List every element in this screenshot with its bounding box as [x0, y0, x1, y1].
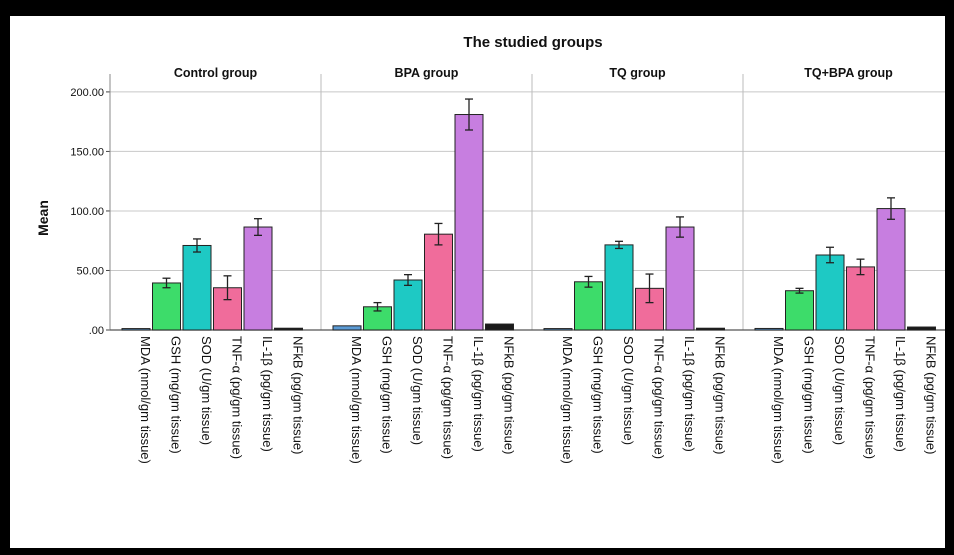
- bar: [696, 327, 725, 331]
- y-tick-label: 100.00: [70, 206, 104, 218]
- bar-chart: The studied groups Mean .00 50.00 100.00 15…: [35, 34, 945, 464]
- bar: [846, 266, 875, 331]
- x-category-label: MDA (nmol/gm tissue): [349, 336, 364, 464]
- x-category-label: TNF-α (pg/gm tissue): [652, 336, 667, 459]
- panel-title: TQ+BPA group: [804, 66, 893, 80]
- x-category-label: MDA (nmol/gm tissue): [560, 336, 575, 464]
- bar: [182, 244, 212, 331]
- x-category-label: TNF-α (pg/gm tissue): [230, 336, 245, 459]
- x-category-label: SOD (U/gm tissue): [199, 336, 214, 445]
- bar: [907, 326, 936, 331]
- bar: [604, 244, 634, 331]
- x-category-label: SOD (U/gm tissue): [621, 336, 636, 445]
- plot-area: .00 50.00 100.00 150.00 200.00 Control group M…: [70, 66, 945, 464]
- x-category-label: IL-1β (pg/gm tissue): [471, 336, 486, 452]
- x-category-label: NFkB (pg/gm tissue): [502, 336, 517, 454]
- bar: [815, 254, 845, 331]
- bar: [485, 323, 514, 331]
- y-tick-label: 150.00: [70, 146, 104, 158]
- bar: [274, 327, 303, 331]
- bar: [543, 328, 573, 331]
- x-category-label: SOD (U/gm tissue): [832, 336, 847, 445]
- x-category-label: GSH (mg/gm tissue): [169, 336, 184, 454]
- bar: [152, 282, 181, 331]
- x-category-label: IL-1β (pg/gm tissue): [893, 336, 908, 452]
- x-category-label: NFkB (pg/gm tissue): [291, 336, 306, 454]
- bar: [785, 290, 814, 331]
- x-category-label: IL-1β (pg/gm tissue): [682, 336, 697, 452]
- chart-title: The studied groups: [463, 34, 602, 51]
- panel-title: TQ group: [609, 66, 666, 80]
- y-tick-label: 200.00: [70, 87, 104, 99]
- bar: [876, 208, 906, 331]
- x-category-label: MDA (nmol/gm tissue): [138, 336, 153, 464]
- bar: [424, 233, 453, 331]
- bar: [393, 279, 423, 331]
- x-category-label: TNF-α (pg/gm tissue): [441, 336, 456, 459]
- bar: [243, 226, 273, 331]
- x-category-label: GSH (mg/gm tissue): [380, 336, 395, 454]
- x-category-label: TNF-α (pg/gm tissue): [863, 336, 878, 459]
- x-category-label: GSH (mg/gm tissue): [802, 336, 817, 454]
- x-category-label: NFkB (pg/gm tissue): [713, 336, 728, 454]
- bar: [454, 114, 484, 331]
- y-tick-label: .00: [89, 325, 104, 337]
- x-category-label: IL-1β (pg/gm tissue): [260, 336, 275, 452]
- bar: [665, 226, 695, 331]
- panel-title: Control group: [174, 66, 258, 80]
- chart-frame: The studied groups Mean .00 50.00 100.00 15…: [10, 16, 945, 548]
- bar: [332, 325, 362, 331]
- y-tick-label: 50.00: [76, 265, 104, 277]
- x-category-label: NFkB (pg/gm tissue): [924, 336, 939, 454]
- x-category-label: MDA (nmol/gm tissue): [771, 336, 786, 464]
- bar: [754, 327, 784, 331]
- x-category-label: SOD (U/gm tissue): [410, 336, 425, 445]
- bar: [574, 281, 603, 331]
- y-axis-label: Mean: [35, 200, 51, 236]
- bar: [121, 328, 151, 331]
- panel-title: BPA group: [395, 66, 459, 80]
- x-category-label: GSH (mg/gm tissue): [591, 336, 606, 454]
